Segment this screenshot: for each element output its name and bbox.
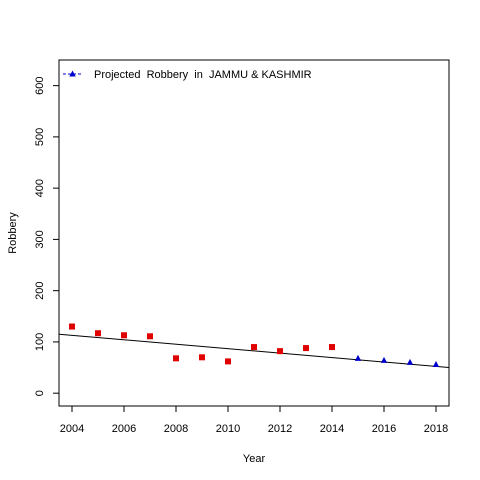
x-tick-label: 2014 bbox=[320, 423, 344, 435]
x-tick-label: 2004 bbox=[60, 423, 84, 435]
projected-point bbox=[380, 356, 388, 363]
legend: Projected Robbery in JAMMU & KASHMIR bbox=[63, 69, 312, 81]
plot-layer bbox=[58, 323, 450, 369]
x-tick-label: 2006 bbox=[112, 423, 136, 435]
y-tick-label: 400 bbox=[34, 179, 46, 197]
observed-point bbox=[329, 344, 335, 351]
y-tick-label: 200 bbox=[34, 281, 46, 299]
legend-label: Projected Robbery in JAMMU & KASHMIR bbox=[94, 69, 312, 81]
observed-point bbox=[121, 332, 127, 339]
x-tick-label: 2016 bbox=[372, 423, 396, 435]
x-tick-label: 2012 bbox=[268, 423, 292, 435]
x-tick-label: 2018 bbox=[424, 423, 448, 435]
x-axis: 2004 2006 2008 2010 2012 2014 2016 2018 bbox=[60, 405, 448, 435]
y-axis: 0 100 200 300 400 500 600 bbox=[34, 76, 60, 396]
y-axis-title: Robbery bbox=[7, 212, 19, 254]
x-axis-title: Year bbox=[243, 453, 266, 465]
observed-point bbox=[69, 323, 75, 330]
observed-point bbox=[95, 330, 101, 337]
observed-point bbox=[199, 354, 205, 361]
observed-point bbox=[147, 333, 153, 340]
projected-point bbox=[406, 358, 414, 365]
y-tick-label: 0 bbox=[34, 390, 46, 396]
observed-point bbox=[277, 348, 283, 355]
legend-triangle-marker bbox=[69, 70, 76, 77]
projected-point bbox=[354, 354, 362, 361]
observed-point bbox=[225, 358, 231, 365]
observed-point bbox=[303, 345, 309, 352]
observed-point bbox=[173, 355, 179, 362]
observed-point bbox=[251, 344, 257, 351]
x-tick-label: 2010 bbox=[216, 423, 240, 435]
y-tick-label: 300 bbox=[34, 230, 46, 248]
y-tick-label: 100 bbox=[34, 333, 46, 351]
projected-point bbox=[432, 360, 440, 367]
x-tick-label: 2008 bbox=[164, 423, 188, 435]
y-tick-label: 600 bbox=[34, 76, 46, 94]
y-tick-label: 500 bbox=[34, 128, 46, 146]
